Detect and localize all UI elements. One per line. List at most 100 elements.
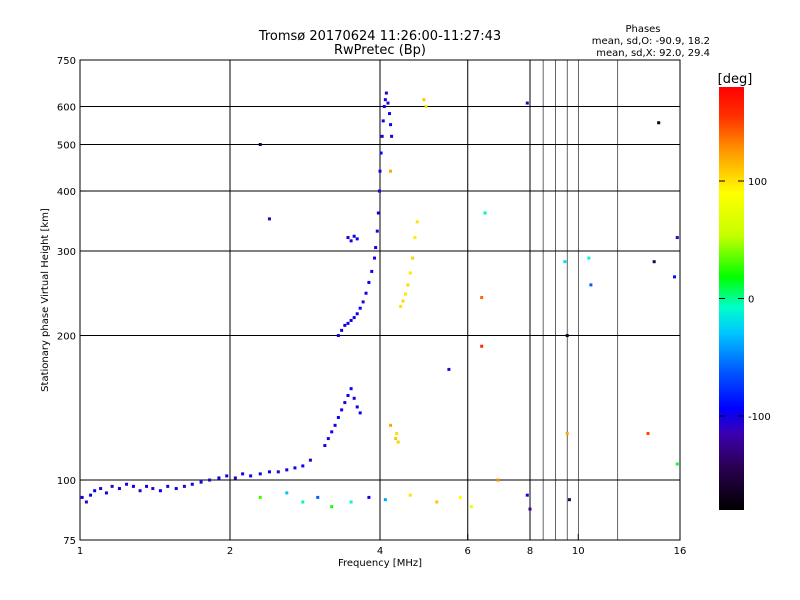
chart-title: Tromsø 20170624 11:26:00-11:27:43 <box>258 29 501 44</box>
y-tick-label: 500 <box>57 141 76 152</box>
data-point <box>415 220 419 224</box>
data-point <box>340 328 344 332</box>
data-point <box>99 487 103 491</box>
data-points <box>80 91 679 511</box>
data-point <box>395 432 399 436</box>
data-point <box>225 474 229 478</box>
data-point <box>336 334 340 338</box>
data-point <box>349 500 353 504</box>
data-point <box>367 495 371 499</box>
data-point <box>483 211 487 215</box>
data-point <box>673 275 677 279</box>
data-point <box>563 260 567 264</box>
data-point <box>138 489 142 493</box>
data-point <box>89 493 93 497</box>
data-point <box>390 134 394 138</box>
data-point <box>276 470 280 474</box>
data-point <box>399 304 403 308</box>
y-tick-label: 600 <box>57 103 76 114</box>
data-point <box>355 237 359 241</box>
data-point <box>84 500 88 504</box>
x-tick-label: 8 <box>527 546 533 557</box>
y-tick-label: 200 <box>57 332 76 343</box>
data-point <box>355 312 359 316</box>
data-point <box>285 468 289 472</box>
x-tick-label: 1 <box>77 546 83 557</box>
phases-mean-x: mean, sd,X: 92.0, 29.4 <box>596 48 710 59</box>
data-point <box>367 280 371 284</box>
data-point <box>565 334 569 338</box>
data-point <box>151 487 155 491</box>
data-point <box>258 495 262 499</box>
data-point <box>447 367 451 371</box>
colorbar-tick-label: 100 <box>748 177 767 188</box>
data-point <box>104 491 108 495</box>
x-tick-label: 16 <box>674 546 687 557</box>
y-axis-label: Stationary phase Virtual Height [km] <box>40 208 51 392</box>
data-point <box>174 487 178 491</box>
data-point <box>349 239 353 243</box>
x-tick-label: 10 <box>572 546 585 557</box>
data-point <box>384 91 388 95</box>
data-point <box>145 484 149 488</box>
y-tick-label: 75 <box>63 536 76 547</box>
phases-mean-o: mean, sd,O: -90.9, 18.2 <box>592 36 710 47</box>
data-point <box>374 246 378 250</box>
data-point <box>388 112 392 116</box>
data-point <box>389 123 393 127</box>
data-point <box>424 105 428 109</box>
data-point <box>190 482 194 486</box>
data-point <box>326 437 330 441</box>
data-point <box>480 344 484 348</box>
data-point <box>80 495 84 499</box>
data-point <box>293 466 297 470</box>
data-point <box>408 271 412 275</box>
data-point <box>435 500 439 504</box>
data-point <box>361 300 365 304</box>
data-point <box>469 505 473 509</box>
data-point <box>333 423 337 427</box>
data-point <box>199 480 203 484</box>
data-point <box>117 487 121 491</box>
colorbar-ticks: 100 0 -100 <box>719 177 771 423</box>
data-point <box>377 189 381 193</box>
data-point <box>316 495 320 499</box>
data-point <box>110 484 114 488</box>
data-point <box>249 474 253 478</box>
plot-area: 1 2 4 6 8 10 16 75 100 200 300 400 500 600 750 <box>57 56 686 557</box>
data-point <box>93 489 97 493</box>
data-point <box>657 121 661 125</box>
data-point <box>496 478 500 482</box>
data-point <box>241 472 245 476</box>
data-point <box>401 299 405 303</box>
data-point <box>675 462 679 466</box>
data-point <box>343 401 347 405</box>
data-point <box>323 444 327 448</box>
data-point <box>525 493 529 497</box>
chart-subtitle: RwPretec (Bp) <box>334 43 426 58</box>
data-point <box>422 98 426 102</box>
y-tick-label: 300 <box>57 247 76 258</box>
data-point <box>386 101 390 105</box>
x-tick-label: 2 <box>227 546 233 557</box>
data-point <box>340 408 344 412</box>
data-point <box>349 318 353 322</box>
data-point <box>352 396 356 400</box>
data-point <box>382 105 386 109</box>
data-point <box>378 169 382 173</box>
data-point <box>343 323 347 327</box>
data-point <box>675 236 679 240</box>
data-point <box>349 387 353 391</box>
data-point <box>375 229 379 233</box>
data-point <box>589 283 593 287</box>
x-axis-label: Frequency [MHz] <box>338 558 422 569</box>
data-point <box>285 491 289 495</box>
data-point <box>336 415 340 419</box>
data-point <box>233 476 237 480</box>
data-point <box>408 493 412 497</box>
data-point <box>528 507 532 511</box>
data-point <box>358 411 362 415</box>
data-point <box>411 256 415 260</box>
data-point <box>301 464 305 468</box>
data-point <box>330 430 334 434</box>
